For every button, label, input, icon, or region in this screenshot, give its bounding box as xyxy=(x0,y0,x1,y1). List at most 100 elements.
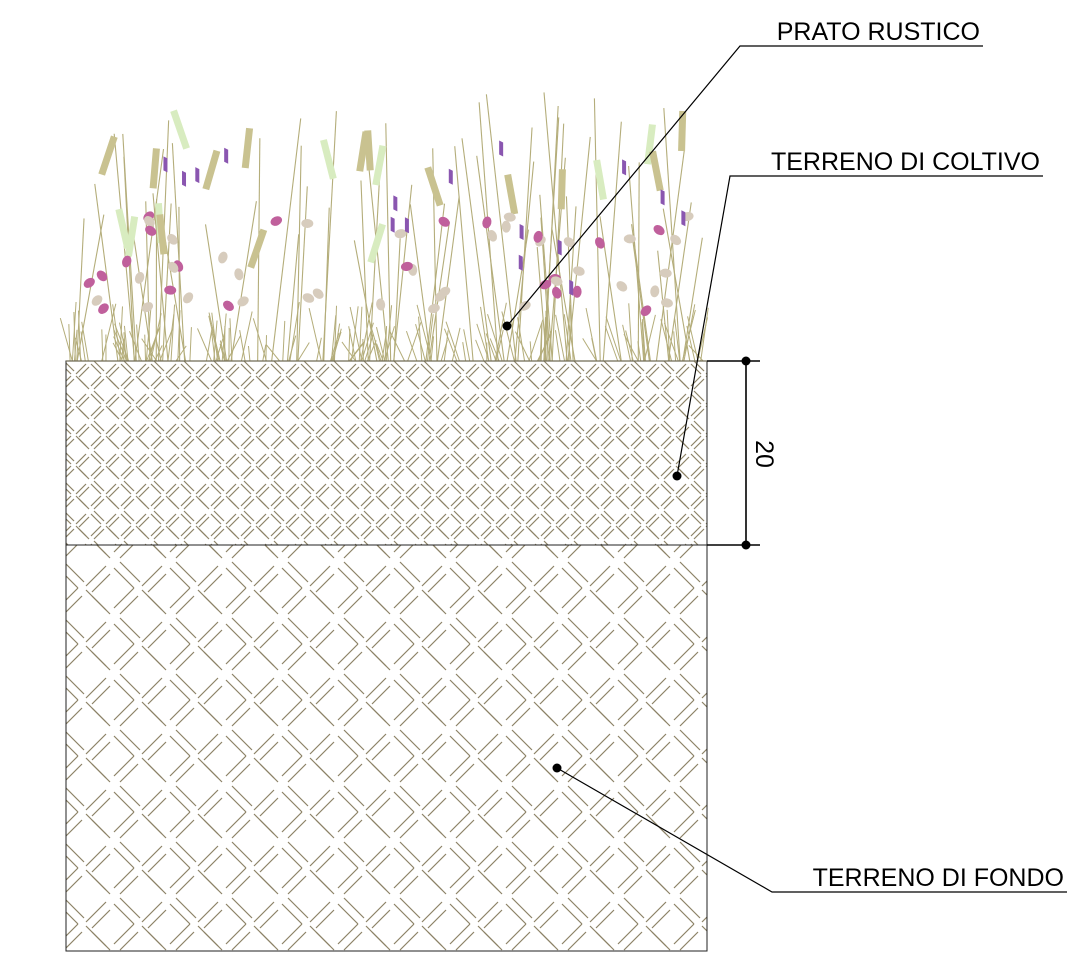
grass-stem xyxy=(171,143,186,362)
grass-stem xyxy=(353,240,378,362)
grass-stem xyxy=(132,232,153,362)
grass-stem xyxy=(663,108,681,362)
grass-tuft xyxy=(112,304,121,362)
grass-tuft xyxy=(144,334,147,362)
grass-blade xyxy=(424,166,444,207)
flower-bud xyxy=(569,279,574,296)
grass-tuft xyxy=(628,303,633,362)
grass-tuft xyxy=(383,326,395,362)
grass-tuft xyxy=(297,342,310,362)
grass-blade xyxy=(367,223,386,264)
flower xyxy=(670,234,682,246)
grass-tuft xyxy=(451,327,461,362)
grass-tuft xyxy=(700,307,709,362)
flower-bud xyxy=(681,210,686,227)
grass-stem xyxy=(485,94,517,362)
grass-stem xyxy=(506,229,530,362)
flower xyxy=(563,237,575,248)
grass-stem xyxy=(517,127,533,362)
grass-tuft xyxy=(674,318,681,362)
flower-bud xyxy=(448,168,453,185)
grass-tuft xyxy=(540,322,543,362)
topsoil-layer xyxy=(65,360,708,546)
grass-tuft xyxy=(604,325,619,362)
leader-terreno-coltivo xyxy=(676,175,1043,477)
grass-tuft xyxy=(360,302,373,362)
grass-tuft xyxy=(480,306,490,362)
flower-bud xyxy=(390,216,395,233)
grass-stem xyxy=(393,238,401,362)
flower xyxy=(623,234,636,244)
grass-blade xyxy=(356,131,370,172)
grass-tuft xyxy=(443,330,449,362)
grass-stem xyxy=(551,229,576,362)
grass-tuft xyxy=(332,328,342,362)
grass-tuft xyxy=(407,322,422,362)
grass-tuft xyxy=(68,324,71,362)
flower xyxy=(234,268,244,281)
grass-stem xyxy=(230,201,257,362)
grass-tuft xyxy=(247,345,251,362)
grass-vegetation xyxy=(59,92,709,362)
flower xyxy=(141,302,154,313)
flower xyxy=(539,279,552,290)
grass-blade xyxy=(241,127,254,169)
flower xyxy=(167,233,178,245)
grass-tuft xyxy=(101,329,104,362)
flower-bud xyxy=(557,239,562,256)
grass-tuft xyxy=(73,311,76,362)
grass-blade xyxy=(320,139,337,180)
flower-bud xyxy=(224,147,229,164)
flower xyxy=(661,298,673,308)
grass-tuft xyxy=(463,329,471,362)
grass-tuft xyxy=(330,315,337,362)
dimension-tick-bottom xyxy=(741,540,751,550)
grass-stem xyxy=(543,92,568,362)
grass-tuft xyxy=(622,324,632,362)
grass-tuft xyxy=(641,322,645,362)
grass-tuft xyxy=(476,323,490,362)
grass-tuft xyxy=(445,321,460,362)
grass-tuft xyxy=(308,308,322,362)
grass-stem xyxy=(76,214,105,362)
flower-bud xyxy=(518,254,523,271)
grass-tuft xyxy=(213,320,218,362)
flower-bud xyxy=(195,167,200,184)
grass-stem xyxy=(631,224,651,362)
dimension-line xyxy=(707,360,760,546)
flower xyxy=(572,285,582,298)
flower xyxy=(164,285,177,295)
grass-tuft xyxy=(686,325,696,362)
leader-dot-coltivo xyxy=(672,471,682,481)
grass-tuft xyxy=(430,336,435,362)
grass-stem xyxy=(385,123,392,362)
flower xyxy=(96,270,108,282)
flower xyxy=(653,224,665,236)
flower xyxy=(83,277,95,288)
grass-stem xyxy=(76,218,85,362)
grass-tuft xyxy=(265,335,267,362)
grass-blade xyxy=(202,149,221,191)
grass-stem xyxy=(655,148,686,362)
grass-tuft xyxy=(221,313,227,362)
grass-blade xyxy=(644,124,656,165)
flower-bud xyxy=(660,189,665,206)
flower xyxy=(98,303,109,314)
grass-tuft xyxy=(374,342,381,362)
grass-tuft xyxy=(625,330,634,362)
grass-stem xyxy=(428,221,450,362)
flower xyxy=(595,237,605,249)
flower xyxy=(503,212,516,222)
grass-tuft xyxy=(123,332,127,362)
grass-tuft xyxy=(219,343,226,362)
grass-tuft xyxy=(514,331,531,362)
flower xyxy=(223,300,234,311)
flower xyxy=(145,225,157,236)
flower xyxy=(659,268,672,278)
grass-stem xyxy=(393,184,413,362)
grass-stem xyxy=(162,203,172,362)
grass-tuft xyxy=(381,335,387,362)
grass-stem xyxy=(461,138,492,362)
grass-stem xyxy=(567,136,591,362)
flower xyxy=(376,298,386,311)
